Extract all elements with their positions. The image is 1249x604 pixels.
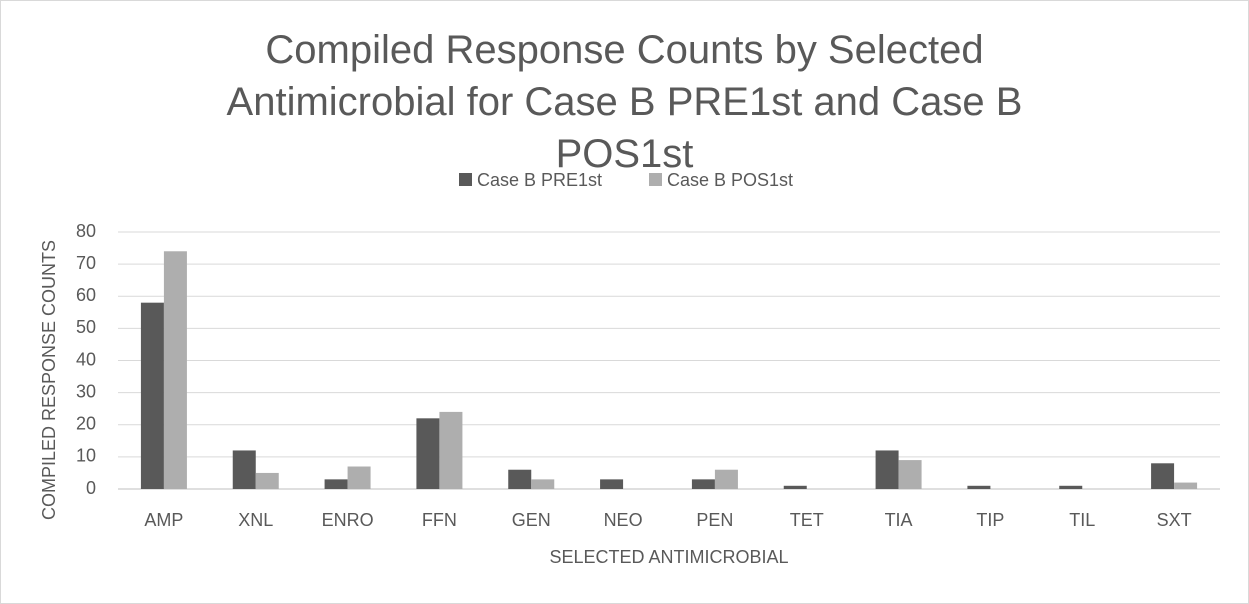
bar xyxy=(691,479,715,489)
legend-label: Case B PRE1st xyxy=(477,170,602,190)
y-tick-label: 60 xyxy=(76,285,96,305)
y-tick-label: 30 xyxy=(76,381,96,401)
bar xyxy=(232,450,256,489)
x-tick-label: TIA xyxy=(885,510,913,530)
bar xyxy=(347,466,371,489)
bar xyxy=(783,485,807,489)
legend-label: Case B POS1st xyxy=(667,170,793,190)
x-tick-label: SXT xyxy=(1157,510,1192,530)
bar xyxy=(324,479,348,489)
x-tick-label: NEO xyxy=(604,510,643,530)
bar xyxy=(875,450,899,489)
x-tick-label: FFN xyxy=(422,510,457,530)
y-tick-label: 80 xyxy=(76,221,96,241)
x-tick-label: TIL xyxy=(1069,510,1095,530)
y-axis-label: COMPILED RESPONSE COUNTS xyxy=(39,240,59,520)
x-axis-label: SELECTED ANTIMICROBIAL xyxy=(549,547,788,567)
x-tick-label: ENRO xyxy=(322,510,374,530)
x-tick-label: TET xyxy=(790,510,824,530)
bar xyxy=(255,472,279,489)
x-tick-label: PEN xyxy=(696,510,733,530)
legend-swatch xyxy=(649,173,662,186)
x-tick-label: TIP xyxy=(976,510,1004,530)
bar xyxy=(416,418,440,489)
bar xyxy=(898,460,922,489)
chart-title: Compiled Response Counts by Selected Ant… xyxy=(226,28,1023,176)
bar xyxy=(140,302,164,489)
x-tick-label: AMP xyxy=(144,510,183,530)
bar xyxy=(439,411,463,489)
x-tick-label: GEN xyxy=(512,510,551,530)
bar xyxy=(967,485,991,489)
bar xyxy=(600,479,624,489)
bar xyxy=(1174,482,1198,489)
bar xyxy=(531,479,555,489)
bar xyxy=(714,469,738,489)
bar xyxy=(1151,463,1175,489)
y-tick-label: 70 xyxy=(76,253,96,273)
legend-swatch xyxy=(459,173,472,186)
y-tick-label: 0 xyxy=(86,478,96,498)
y-tick-label: 50 xyxy=(76,317,96,337)
x-tick-label: XNL xyxy=(238,510,273,530)
y-tick-label: 40 xyxy=(76,349,96,369)
bar xyxy=(1059,485,1083,489)
y-tick-label: 20 xyxy=(76,414,96,434)
bar xyxy=(508,469,532,489)
bar xyxy=(163,251,187,489)
y-tick-label: 10 xyxy=(76,446,96,466)
